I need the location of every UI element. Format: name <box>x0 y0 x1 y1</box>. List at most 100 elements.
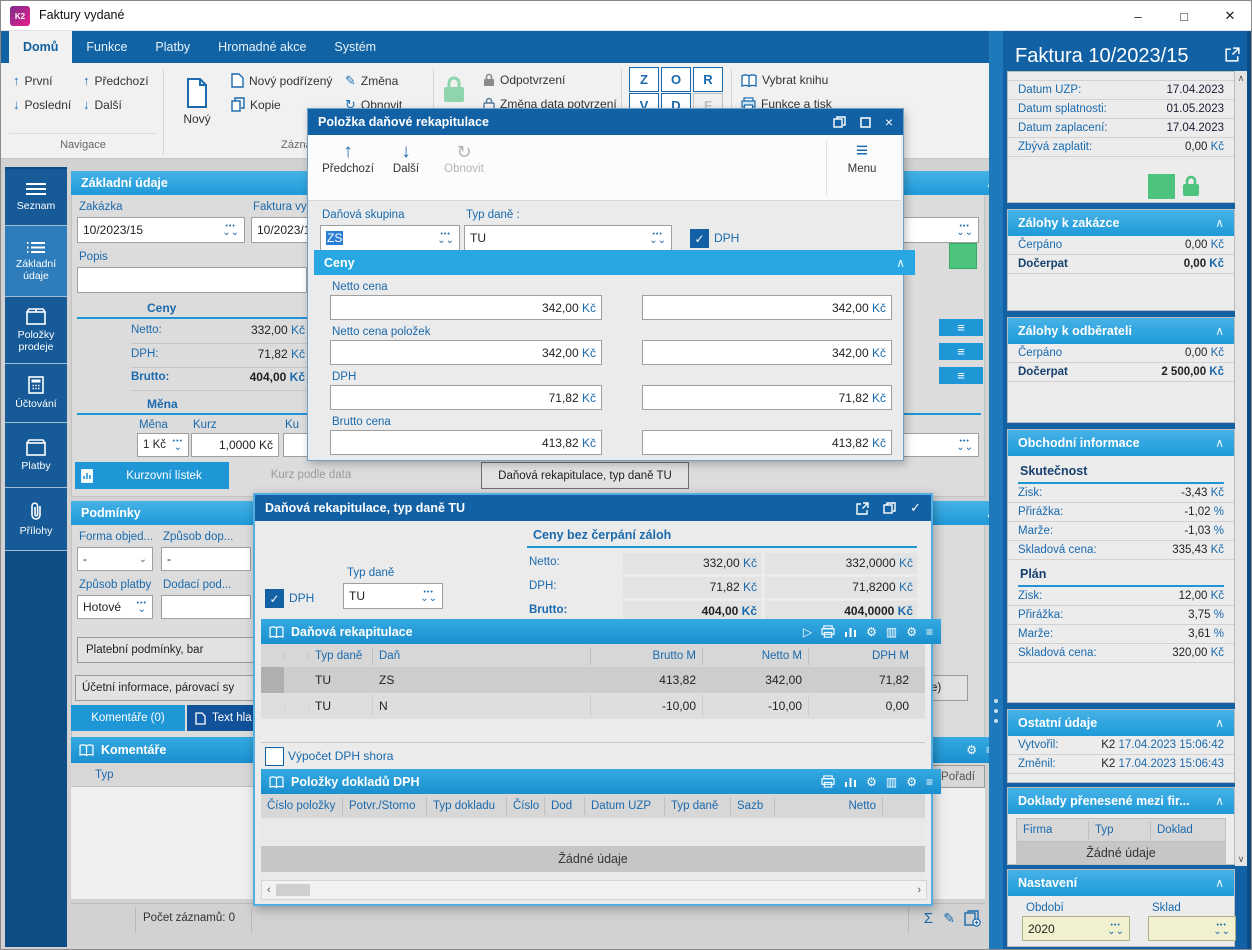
dropdown-icon[interactable]: ••• ⌄ <box>172 438 183 453</box>
ribbon-select-book-button[interactable]: Vybrat knihu <box>741 73 828 87</box>
netto-cena-field-left[interactable]: 342,00 Kč <box>330 295 602 320</box>
brutto-cena-field-right[interactable]: 413,82 Kč <box>642 430 892 455</box>
sidebar-item-seznam[interactable]: Seznam <box>5 169 67 226</box>
dialog1-next-button[interactable]: ↓ Další <box>384 141 428 175</box>
dph-cena-field-right[interactable]: 71,82 Kč <box>642 385 892 410</box>
ucetni-informace-button[interactable]: Účetní informace, párovací sy <box>75 675 261 701</box>
recap-table-row[interactable]: TU ZS 413,82 342,00 71,82 <box>261 667 925 693</box>
confirm-check-icon[interactable]: ✓ <box>910 500 921 515</box>
forma-objednavky-select[interactable]: - ⌄ <box>77 547 153 571</box>
collapse-chevron-icon[interactable]: ∧ <box>1215 794 1224 808</box>
ribbon-functions-print-button[interactable]: Funkce a tisk <box>741 97 832 111</box>
right-panel-scrollbar[interactable]: ∧ ∨ <box>1235 71 1247 866</box>
dock-window-icon[interactable] <box>833 116 846 128</box>
sidebar-item-zakladni-udaje[interactable]: Základní údaje <box>5 226 67 297</box>
kurz-chart-button[interactable] <box>75 462 99 489</box>
sidebar-item-polozky-prodeje[interactable]: Položky prodeje <box>5 297 67 364</box>
ostatni-udaje-header[interactable]: Ostatní údaje ∧ <box>1008 710 1234 736</box>
close-icon[interactable]: × <box>884 114 893 130</box>
vertical-splitter[interactable] <box>989 31 1003 949</box>
scroll-up-icon[interactable]: ∧ <box>1237 73 1245 83</box>
ribbon-change-button[interactable]: ✎ Změna <box>345 73 399 88</box>
vypocet-dph-checkbox[interactable] <box>265 747 284 766</box>
maximize-icon[interactable] <box>860 116 871 128</box>
platebni-podminky-button[interactable]: Platební podmínky, bar <box>77 637 261 663</box>
scroll-right-icon[interactable]: › <box>917 884 921 896</box>
columns-icon[interactable]: ▥ <box>885 624 898 639</box>
mena-field[interactable]: 1 Kč ••• ⌄ <box>137 433 189 457</box>
tab-hromadne-akce[interactable]: Hromadné akce <box>218 40 307 54</box>
ribbon-unconfirm-button[interactable]: Odpotvrzení <box>483 73 565 87</box>
print-icon[interactable] <box>821 775 835 788</box>
scroll-down-icon[interactable]: ∨ <box>1237 854 1245 864</box>
ribbon-next-button[interactable]: ↓ Další <box>83 97 122 112</box>
kurz-field[interactable]: 1,0000 Kč <box>191 433 279 457</box>
zakazka-field[interactable]: 10/2023/15 ••• ⌄⌄ <box>77 217 245 243</box>
dropdown-icon[interactable]: ••• ⌄⌄ <box>222 223 239 238</box>
dialog2-typ-dane-field[interactable]: TU ••• ⌄⌄ <box>343 583 443 609</box>
danova-skupina-field[interactable]: ZS ••• ⌄⌄ <box>320 225 460 251</box>
recap-table-colheader[interactable]: Typ daně Daň Brutto M Netto M DPH M <box>261 644 925 667</box>
dropdown-icon[interactable]: ••• ⌄⌄ <box>420 589 437 604</box>
dropdown-icon[interactable]: ••• ⌄⌄ <box>1213 921 1230 937</box>
chart-icon[interactable] <box>844 626 857 638</box>
popout-icon[interactable] <box>1225 47 1240 62</box>
zpusob-dopravy-select[interactable]: - <box>161 547 251 571</box>
scroll-thumb[interactable] <box>275 884 310 896</box>
row-menu-button-3[interactable]: ≡ <box>939 367 983 384</box>
tab-system[interactable]: Systém <box>334 40 377 54</box>
zalohy-odberateli-header[interactable]: Zálohy k odběrateli ∧ <box>1008 318 1234 344</box>
collapse-chevron-icon[interactable]: ∧ <box>1215 216 1224 230</box>
popis-field[interactable] <box>77 267 307 293</box>
settings-gear-icon[interactable]: ⚙ <box>966 743 977 757</box>
confirm-lock-icon[interactable] <box>441 75 467 105</box>
danova-rekapitulace-button[interactable]: Daňová rekapitulace, typ daně TU <box>481 462 689 489</box>
scroll-left-icon[interactable]: ‹ <box>267 884 271 896</box>
settings-gear-icon[interactable]: ⚙ <box>906 624 917 639</box>
minimize-button[interactable]: – <box>1134 8 1142 24</box>
netto-cena-polozek-field-right[interactable]: 342,00 Kč <box>642 340 892 365</box>
dph-cena-field-left[interactable]: 71,82 Kč <box>330 385 602 410</box>
row-menu-button-2[interactable]: ≡ <box>939 343 983 360</box>
dialog2-titlebar[interactable]: Daňová rekapitulace, typ daně TU ✓ <box>255 495 931 521</box>
collapse-chevron-icon[interactable]: ∧ <box>1215 324 1224 338</box>
dialog2-dph-checkbox[interactable]: ✓ <box>265 589 284 608</box>
sidebar-item-platby[interactable]: Platby <box>5 423 67 488</box>
kurzovni-listek-button[interactable]: Kurzovní lístek <box>99 462 229 489</box>
form-right-dropdown-1[interactable]: ••• ⌄⌄ <box>901 217 979 243</box>
gears-icon[interactable]: ⚙ <box>866 624 877 639</box>
popout-icon[interactable] <box>856 501 869 515</box>
chart-icon[interactable] <box>844 776 857 788</box>
obchodni-informace-header[interactable]: Obchodní informace ∧ <box>1008 430 1234 456</box>
dropdown-icon[interactable]: ••• ⌄ <box>136 600 147 615</box>
ribbon-last-button[interactable]: ↓ Poslední <box>13 97 72 112</box>
collapse-chevron-icon[interactable]: ∧ <box>1215 716 1224 730</box>
dialog1-refresh-button[interactable]: ↻ Obnovit <box>436 141 492 175</box>
settings-gear-icon[interactable]: ⚙ <box>906 774 917 789</box>
ribbon-previous-button[interactable]: ↑ Předchozí <box>83 73 149 88</box>
dialog1-menu-button[interactable]: ≡ Menu <box>839 139 885 175</box>
dialog1-titlebar[interactable]: Položka daňové rekapitulace × <box>308 109 903 135</box>
close-button[interactable]: ✕ <box>1224 8 1236 23</box>
print-icon[interactable] <box>821 625 835 638</box>
edit-icon[interactable]: ✎ <box>943 910 955 926</box>
columns-icon[interactable]: ▥ <box>885 774 898 789</box>
obdobi-field[interactable]: 2020 ••• ⌄⌄ <box>1022 916 1130 941</box>
ribbon-copy-button[interactable]: Kopie <box>231 97 281 112</box>
sidebar-item-prilohy[interactable]: Přílohy <box>5 488 67 551</box>
collapse-chevron-icon[interactable]: ∧ <box>1215 436 1224 450</box>
panel-menu-icon[interactable]: ≡ <box>925 624 933 639</box>
tab-funkce[interactable]: Funkce <box>86 40 128 54</box>
dph-checkbox[interactable]: ✓ <box>690 229 709 248</box>
ribbon-new-button[interactable]: Nový <box>173 69 221 135</box>
ucetni-informace-button-right-fragment[interactable]: e) <box>931 675 968 701</box>
collapse-chevron-icon[interactable]: ∧ <box>896 255 905 270</box>
chevron-down-icon[interactable]: ⌄ <box>138 553 147 565</box>
form-right-dropdown-2[interactable]: ••• ⌄⌄ <box>901 433 979 457</box>
dropdown-icon[interactable]: ••• ⌄⌄ <box>1107 921 1124 937</box>
brutto-cena-field-left[interactable]: 413,82 Kč <box>330 430 602 455</box>
gears-icon[interactable]: ⚙ <box>866 774 877 789</box>
ribbon-first-button[interactable]: ↑ První <box>13 73 53 88</box>
sidebar-item-uctovani[interactable]: Účtování <box>5 364 67 423</box>
tab-komentare[interactable]: Komentáře (0) <box>71 705 185 731</box>
